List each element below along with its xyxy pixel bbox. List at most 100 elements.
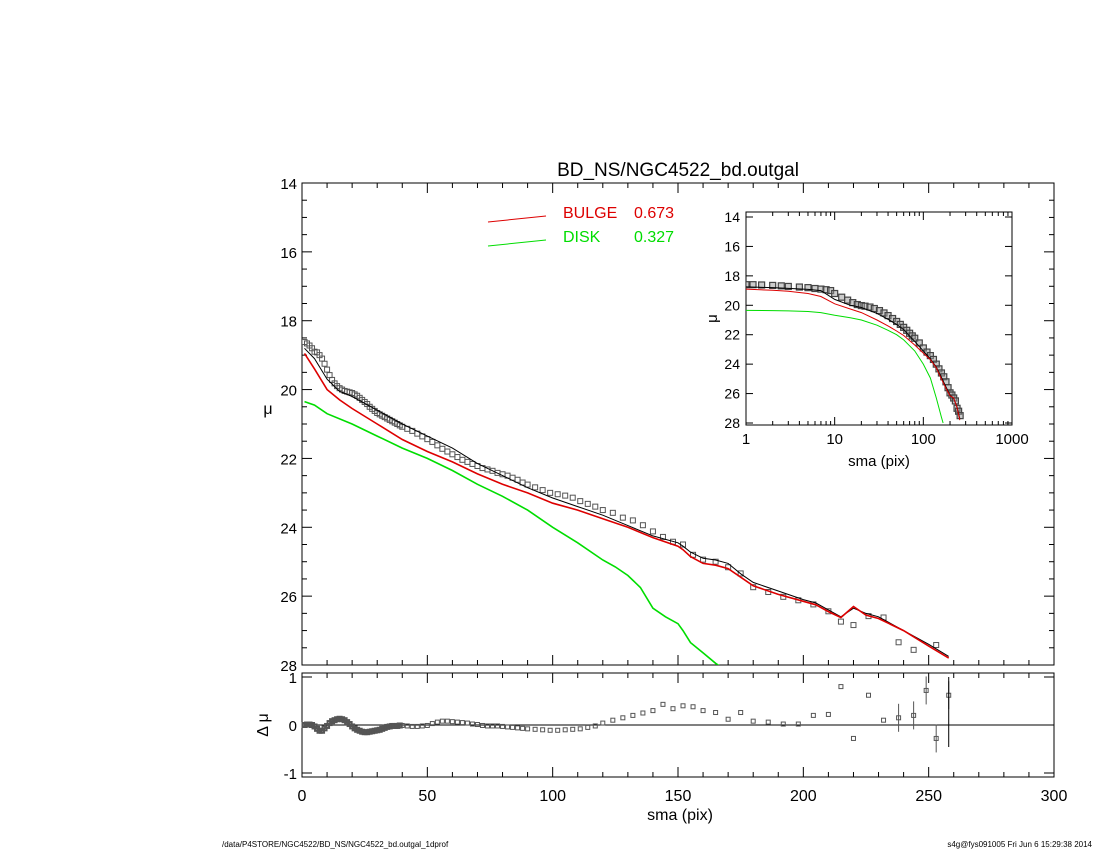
residual-data-point xyxy=(515,725,521,731)
residual-data-point xyxy=(404,723,410,729)
main-data-point xyxy=(434,442,441,449)
main-data-point xyxy=(592,503,599,510)
inset-data-point xyxy=(758,281,766,289)
inset-data-point xyxy=(956,412,964,420)
main-data-point xyxy=(895,639,902,646)
residual-data-point xyxy=(495,723,501,729)
main-data-point xyxy=(321,360,328,367)
main-y-tick-label: 18 xyxy=(280,314,297,331)
residual-data-point xyxy=(396,722,403,729)
residual-data-point xyxy=(505,724,511,730)
residual-data-point xyxy=(484,723,490,729)
residual-data-point xyxy=(525,726,531,732)
residual-data-point xyxy=(713,710,719,716)
main-data-point xyxy=(712,558,719,565)
residual-y-tick-label: 0 xyxy=(289,718,297,735)
residual-data-point xyxy=(540,727,546,733)
main-data-point xyxy=(569,494,576,501)
residual-data-point xyxy=(592,723,598,729)
x-tick-label: 200 xyxy=(790,788,817,805)
inset-y-tick-label: 20 xyxy=(724,297,740,313)
x-axis-label: sma (pix) xyxy=(647,807,713,824)
residual-data-point xyxy=(825,711,831,717)
main-data-point xyxy=(850,622,857,629)
main-data-point xyxy=(326,372,333,379)
inset-data-point xyxy=(831,289,839,298)
main-data-point xyxy=(629,517,636,524)
inset-x-tick-label: 1000 xyxy=(995,431,1028,448)
main-plot-area xyxy=(302,339,950,665)
residual-data-point xyxy=(469,721,475,727)
main-data-point xyxy=(584,500,591,507)
legend-swatch-0 xyxy=(487,215,547,223)
residual-data-point xyxy=(725,716,731,722)
inset-y-tick-label: 24 xyxy=(724,356,740,372)
main-y-tick-label: 20 xyxy=(280,383,297,400)
residual-data-point xyxy=(911,712,917,718)
residual-data-point xyxy=(620,715,626,721)
residual-data-point xyxy=(409,723,415,729)
main-y-tick-label: 28 xyxy=(280,658,297,675)
main-y-tick-label: 16 xyxy=(280,245,297,262)
inset-y-tick-label: 18 xyxy=(724,268,740,284)
main-data-point xyxy=(429,438,436,445)
inset-bulge-model-line xyxy=(746,288,961,421)
main-data-point xyxy=(454,454,461,461)
x-tick-label: 50 xyxy=(418,788,436,805)
main-data-point xyxy=(539,487,546,494)
x-tick-label: 150 xyxy=(665,788,692,805)
inset-plot-area xyxy=(746,281,964,424)
main-data-point xyxy=(609,509,616,516)
x-tick-label: 250 xyxy=(915,788,942,805)
residual-data-point xyxy=(419,723,425,729)
inset-log-panel: 14 16 18 20 22 24 26 281 10 100 1000 sma (pix) μ xyxy=(704,209,1029,470)
residual-data-point xyxy=(562,727,568,733)
inset-x-axis-label: sma (pix) xyxy=(848,453,910,470)
x-tick-label: 0 xyxy=(298,788,307,805)
legend-label-1: DISK xyxy=(563,229,601,246)
x-tick-label: 300 xyxy=(1041,788,1068,805)
main-title: BD_NS/NGC4522_bd.outgal xyxy=(557,160,799,181)
residual-y-tick-label: 1 xyxy=(289,670,297,687)
inset-disk-model-line xyxy=(746,309,944,424)
legend-value-0: 0.673 xyxy=(634,205,674,222)
residual-data-point xyxy=(765,719,771,725)
inset-x-tick-label: 100 xyxy=(911,431,936,448)
main-data-point xyxy=(910,646,917,653)
residual-data-point xyxy=(444,718,450,724)
residual-data-point xyxy=(923,687,929,693)
main-data-point xyxy=(837,618,844,625)
residual-data-point xyxy=(500,723,506,729)
inset-data-point xyxy=(749,281,757,289)
inset-data-point xyxy=(838,293,846,301)
residual-data-point xyxy=(630,712,636,718)
inset-x-tick-label: 10 xyxy=(826,431,843,448)
inset-data-point xyxy=(746,281,750,289)
residual-data-point xyxy=(650,708,656,714)
residual-data-point xyxy=(399,722,405,728)
residual-data-point xyxy=(464,720,470,726)
residual-data-point xyxy=(520,725,526,731)
main-data-point xyxy=(469,460,476,467)
main-data-point xyxy=(524,481,531,488)
residual-data-point xyxy=(690,704,696,710)
residual-data-point xyxy=(738,710,744,716)
footer-file-path: /data/P4STORE/NGC4522/BD_NS/NGC4522_bd.o… xyxy=(222,840,449,849)
inset-data-point xyxy=(777,282,785,290)
main-data-point xyxy=(547,489,554,496)
main-data-point xyxy=(737,570,744,577)
main-y-tick-label: 26 xyxy=(280,589,297,606)
residual-data-point xyxy=(600,720,606,726)
residual-data-point xyxy=(449,719,455,725)
main-profile-panel: BD_NS/NGC4522_bd.outgal μ 14 16 18 20 22 24 26 28… xyxy=(263,160,1055,675)
main-data-point xyxy=(639,522,646,529)
x-tick-label: 100 xyxy=(539,788,566,805)
residual-data-point xyxy=(780,721,786,727)
main-data-point xyxy=(619,514,626,521)
inset-total-model-line xyxy=(746,286,961,419)
main-data-point xyxy=(700,556,707,563)
residual-data-point xyxy=(459,720,465,726)
residual-data-point xyxy=(866,692,872,698)
